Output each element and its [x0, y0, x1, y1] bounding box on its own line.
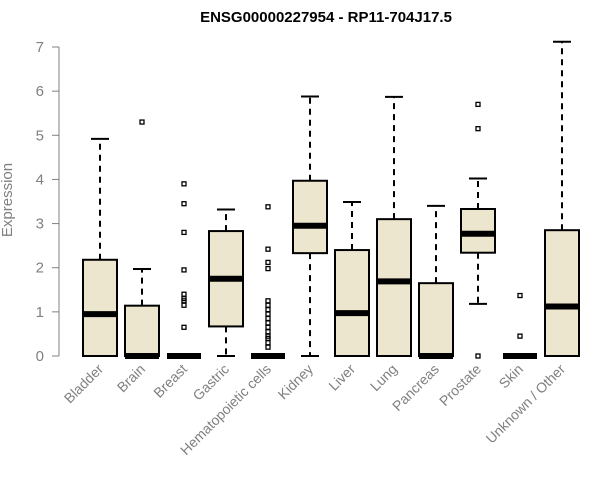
- outlier-point: [475, 353, 481, 359]
- box-brain: [124, 119, 160, 359]
- outlier-point: [181, 267, 187, 273]
- outlier-point: [475, 126, 481, 132]
- outlier-point: [265, 344, 271, 350]
- y-tick-label: 2: [36, 260, 44, 277]
- box-breast: [167, 181, 201, 359]
- box-rect: [334, 249, 370, 357]
- box-lung: [376, 95, 412, 357]
- y-axis: 0 1 2 3 4 5 6 7: [36, 39, 60, 365]
- x-tick-label: Liver: [325, 361, 358, 394]
- y-tick-label: 6: [36, 83, 44, 100]
- y-tick-label: 1: [36, 304, 44, 321]
- outlier-point: [475, 101, 481, 108]
- outlier-point: [265, 259, 271, 266]
- x-tick-label: Lung: [367, 361, 400, 394]
- box-rect: [124, 304, 160, 358]
- outlier-point: [265, 265, 271, 272]
- x-tick-label: Breast: [150, 361, 190, 401]
- outlier-point: [517, 333, 523, 339]
- outlier-point: [181, 324, 187, 330]
- box-rect: [418, 282, 454, 357]
- outlier-point: [265, 320, 271, 326]
- box-gastric: [208, 208, 244, 357]
- x-tick-label: Unknown / Other: [483, 361, 569, 447]
- boxes-group: [82, 40, 580, 359]
- box-bladder: [82, 137, 118, 358]
- x-tick-label: Kidney: [275, 361, 317, 403]
- y-tick-label: 7: [36, 39, 44, 56]
- outlier-point: [265, 329, 271, 335]
- box-rect: [544, 229, 580, 357]
- x-tick-label: Brain: [114, 361, 148, 395]
- outlier-point: [181, 291, 187, 297]
- box-rect: [376, 218, 412, 357]
- outlier-point: [265, 204, 271, 210]
- outlier-point: [265, 311, 271, 317]
- y-tick-label: 3: [36, 216, 44, 233]
- outlier-point: [265, 340, 271, 346]
- outlier-point: [181, 302, 187, 308]
- outlier-point: [265, 246, 271, 252]
- outlier-point: [181, 181, 187, 187]
- outlier-point: [265, 306, 271, 313]
- y-tick-label: 0: [36, 348, 44, 365]
- outlier-point: [265, 324, 271, 330]
- x-tick-label: Pancreas: [389, 361, 442, 414]
- box-prostate: [460, 101, 496, 359]
- outlier-point: [265, 298, 271, 304]
- outlier-point: [181, 201, 187, 207]
- y-tick-label: 4: [36, 171, 44, 188]
- y-axis-label: Expression: [0, 163, 16, 237]
- outlier-point: [139, 119, 145, 125]
- chart-title: ENSG00000227954 - RP11-704J17.5: [200, 9, 452, 26]
- outlier-point: [265, 302, 271, 308]
- box-kidney: [292, 95, 328, 357]
- outlier-point: [181, 229, 187, 236]
- outlier-point: [265, 315, 271, 322]
- y-tick-label: 5: [36, 127, 44, 144]
- x-tick-label: Bladder: [61, 361, 107, 407]
- box-hematopoietic-cells: [251, 204, 285, 359]
- x-tick-label: Prostate: [436, 361, 484, 409]
- outlier-point: [517, 292, 523, 299]
- box-liver: [334, 200, 370, 357]
- x-tick-label: Skin: [496, 361, 527, 392]
- box-rect: [292, 179, 328, 255]
- box-skin: [503, 292, 537, 359]
- box-rect: [82, 258, 118, 358]
- box-unknown-other: [544, 40, 580, 357]
- box-pancreas: [418, 204, 454, 359]
